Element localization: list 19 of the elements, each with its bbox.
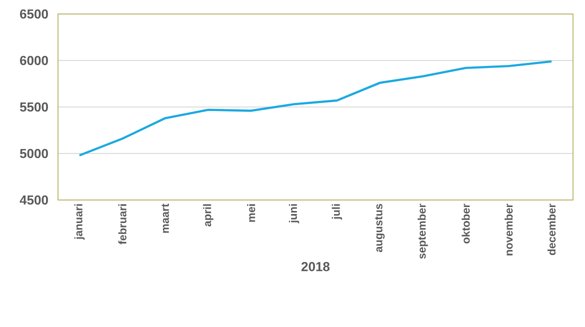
x-tick-label: september: [418, 204, 428, 259]
line-series: [78, 60, 553, 156]
x-tick-label: januari: [74, 204, 85, 240]
x-tick-label: augustus: [375, 204, 385, 252]
x-tick-label: december: [548, 204, 556, 256]
x-tick-label: november: [504, 204, 513, 256]
x-tick-label: mei: [247, 204, 256, 222]
y-tick-label: 4500: [20, 195, 48, 205]
y-tick-label: 6000: [20, 56, 48, 66]
y-tick-label: 6500: [20, 9, 48, 19]
y-tick-label: 5500: [20, 102, 48, 112]
x-tick-label: februari: [118, 204, 126, 244]
x-tick-label: maart: [162, 204, 169, 233]
x-tick-label: april: [203, 204, 214, 226]
x-tick-label: juni: [288, 204, 300, 224]
x-tick-label: oktober: [462, 204, 470, 244]
x-axis-title: 2018: [301, 262, 330, 272]
x-tick-label: juli: [332, 204, 342, 220]
y-tick-label: 5000: [20, 148, 48, 158]
